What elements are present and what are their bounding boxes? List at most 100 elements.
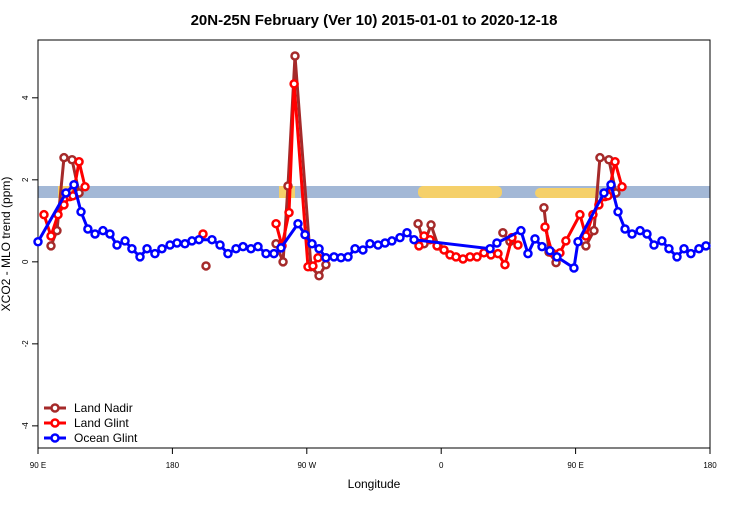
point <box>278 257 288 267</box>
chart-title: 20N-25N February (Ver 10) 2015-01-01 to … <box>191 12 558 29</box>
point <box>545 246 555 256</box>
point <box>271 218 281 229</box>
point <box>664 243 674 254</box>
point <box>657 236 667 246</box>
point <box>589 225 599 236</box>
point <box>500 259 510 270</box>
x-tick-label: 90 E <box>567 461 583 470</box>
x-axis-label: Longitude <box>348 477 401 491</box>
point <box>293 218 303 229</box>
point <box>157 243 167 254</box>
point <box>343 252 353 262</box>
point <box>308 261 318 271</box>
point <box>649 240 659 250</box>
point <box>172 238 182 248</box>
y-tick-label: -2 <box>21 340 30 348</box>
point <box>595 152 605 163</box>
point <box>33 236 43 247</box>
point <box>610 157 620 167</box>
point <box>569 263 579 273</box>
point <box>492 238 502 248</box>
point <box>530 234 540 244</box>
point <box>561 236 571 246</box>
point <box>80 182 90 192</box>
series-line <box>49 55 618 279</box>
point <box>90 229 100 239</box>
y-axis-label: XCO2 - MLO trend (ppm) <box>0 177 13 312</box>
point <box>485 243 495 254</box>
legend-marker <box>50 403 60 413</box>
point <box>540 222 550 232</box>
point <box>387 236 397 246</box>
point <box>573 236 583 247</box>
point <box>61 188 71 198</box>
legend-marker <box>50 433 60 443</box>
point <box>395 232 405 243</box>
point <box>516 225 526 236</box>
point <box>284 207 294 218</box>
point <box>76 207 86 217</box>
point <box>105 229 115 239</box>
point <box>290 51 300 61</box>
point <box>314 243 324 254</box>
point <box>46 241 56 251</box>
point <box>365 239 375 249</box>
point <box>127 243 137 254</box>
point <box>98 225 108 236</box>
point <box>313 252 323 263</box>
point <box>642 229 652 239</box>
point <box>39 209 49 220</box>
point <box>215 240 225 250</box>
legend-label: Land Glint <box>74 416 129 430</box>
point <box>135 252 145 262</box>
point <box>686 248 696 259</box>
point <box>606 179 616 190</box>
point <box>575 209 585 220</box>
point <box>613 207 623 217</box>
point <box>701 241 711 251</box>
point <box>223 248 233 259</box>
point <box>59 152 69 163</box>
map-strip <box>38 186 710 198</box>
point <box>409 234 419 245</box>
y-tick-label: 0 <box>21 259 30 264</box>
x-tick-label: 90 E <box>30 461 46 470</box>
point <box>627 229 637 239</box>
point <box>523 248 533 259</box>
point <box>69 179 79 190</box>
legend-label: Land Nadir <box>74 401 133 415</box>
point <box>426 220 436 230</box>
point <box>620 224 630 234</box>
point <box>493 248 503 259</box>
point <box>253 241 263 252</box>
point <box>289 79 299 89</box>
point <box>472 252 482 262</box>
x-tick-label: 0 <box>439 461 444 470</box>
point <box>307 239 317 249</box>
point <box>539 202 549 213</box>
point <box>439 245 449 255</box>
point <box>321 252 331 263</box>
point <box>413 218 423 229</box>
point <box>207 234 217 245</box>
point <box>112 240 122 250</box>
point <box>402 227 412 238</box>
point <box>358 245 368 255</box>
point <box>238 241 248 252</box>
point <box>513 240 523 250</box>
point <box>300 230 310 240</box>
legend-label: Ocean Glint <box>74 431 138 445</box>
point <box>74 157 84 167</box>
point <box>617 182 627 192</box>
point <box>350 243 360 254</box>
point <box>552 252 562 262</box>
y-tick-label: 4 <box>21 95 30 100</box>
point <box>83 224 93 234</box>
point <box>142 243 152 254</box>
point <box>261 248 271 259</box>
point <box>194 234 204 245</box>
point <box>537 241 547 252</box>
y-tick-label: 2 <box>21 177 30 182</box>
y-tick-label: -4 <box>21 422 30 430</box>
